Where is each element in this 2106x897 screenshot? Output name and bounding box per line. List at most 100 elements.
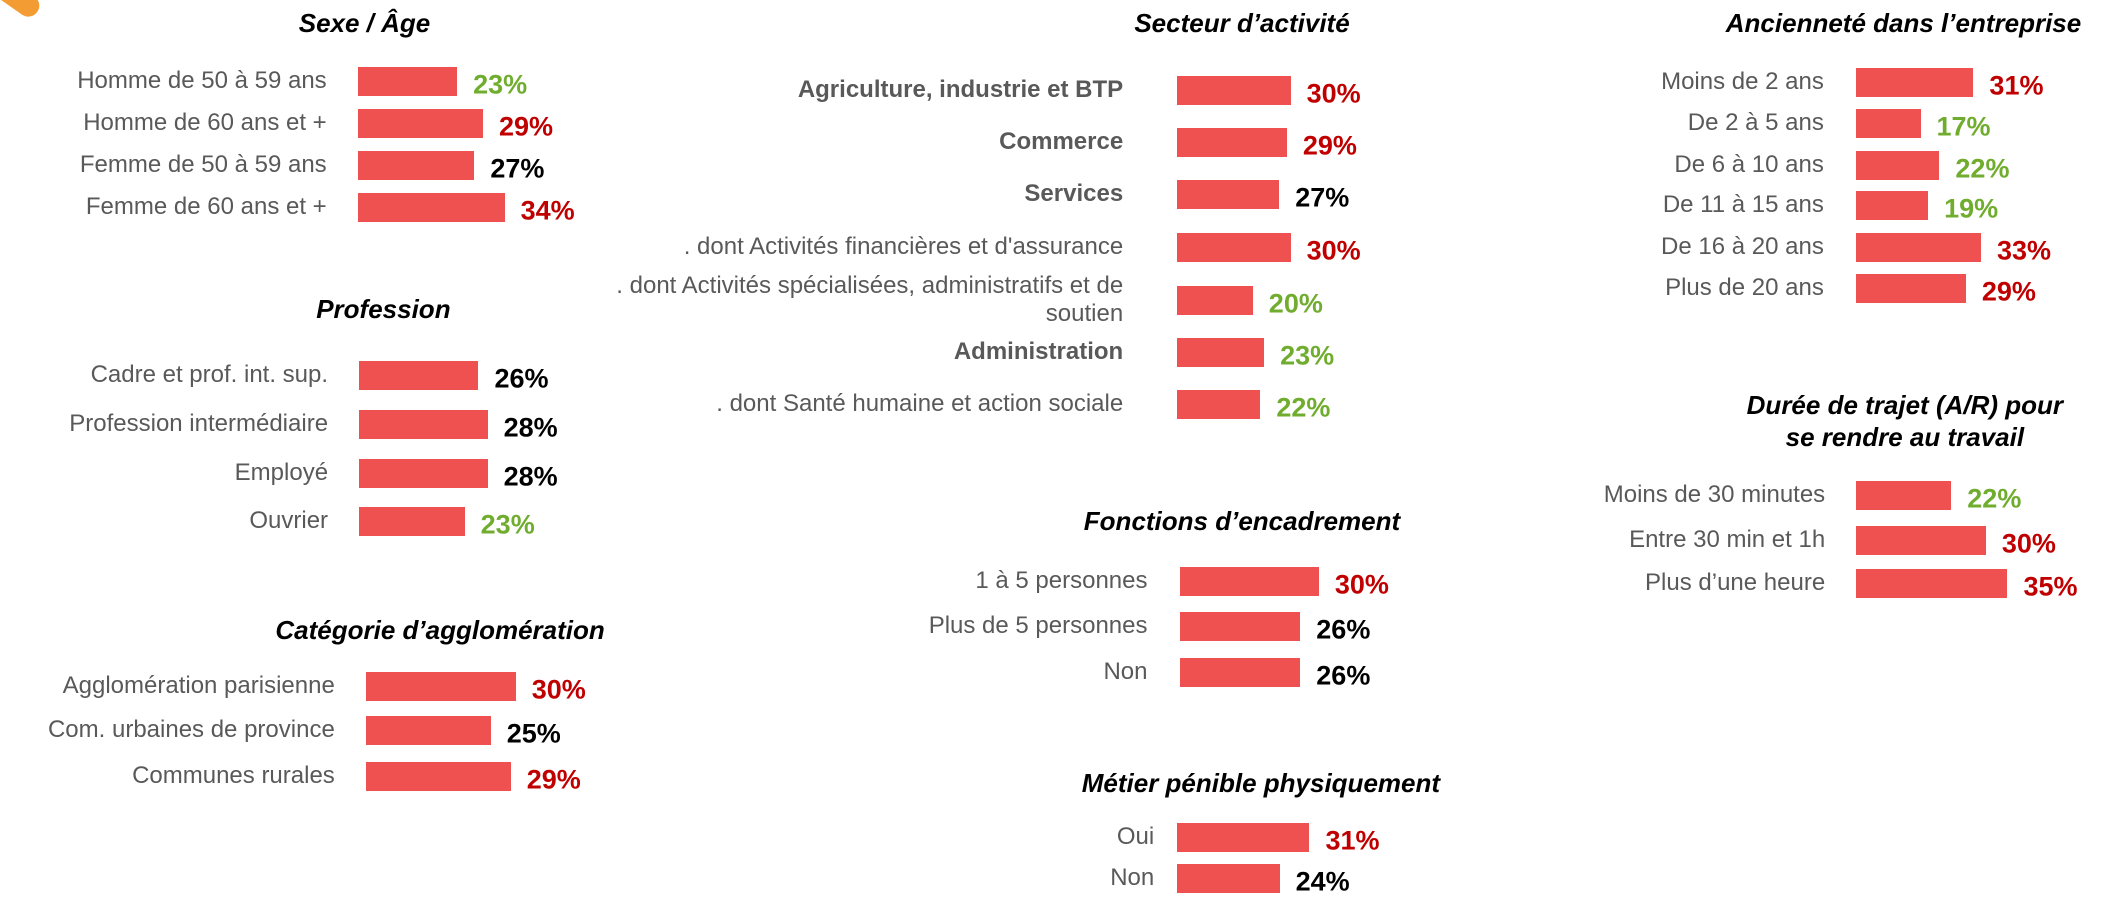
category-label: Profession intermédiaire — [4, 410, 328, 438]
category-label: De 2 à 5 ans — [1500, 109, 1824, 137]
bar — [1180, 658, 1300, 687]
bar — [1177, 233, 1290, 262]
category-label: Non — [824, 658, 1148, 686]
value-label: 26% — [494, 364, 548, 395]
value-label: 27% — [490, 153, 544, 184]
category-label: Plus de 20 ans — [1500, 274, 1824, 302]
category-label: Homme de 50 à 59 ans — [3, 67, 327, 95]
value-label: 29% — [499, 111, 553, 142]
value-label: 31% — [1325, 826, 1379, 857]
category-label: Femme de 60 ans et + — [3, 193, 327, 221]
bar — [359, 410, 488, 439]
bar — [1856, 191, 1928, 220]
category-label: Homme de 60 ans et + — [3, 109, 327, 137]
value-label: 28% — [504, 412, 558, 443]
chart-title: Secteur d’activité — [1032, 7, 1452, 39]
bar — [1856, 109, 1920, 138]
value-label: 25% — [507, 719, 561, 750]
bar — [359, 507, 465, 536]
bar — [366, 716, 491, 745]
value-label: 27% — [1295, 183, 1349, 214]
bar — [1856, 526, 1986, 555]
value-label: 31% — [1989, 71, 2043, 102]
chart-title: Ancienneté dans l’entreprise — [1694, 7, 2106, 39]
category-label: Moins de 2 ans — [1500, 68, 1824, 96]
bar — [1856, 233, 1981, 262]
bar — [366, 672, 516, 701]
value-label: 26% — [1316, 661, 1370, 692]
category-label: Services — [610, 180, 1123, 208]
value-label: 28% — [504, 461, 558, 492]
bar — [1180, 567, 1319, 596]
value-label: 17% — [1937, 111, 1991, 142]
value-label: 22% — [1967, 484, 2021, 515]
category-label: Ouvrier — [4, 507, 328, 535]
chart-title: Catégorie d’agglomération — [230, 614, 650, 646]
value-label: 29% — [527, 765, 581, 796]
category-label: . dont Activités financières et d'assura… — [610, 233, 1123, 261]
category-label: Femme de 50 à 59 ans — [3, 151, 327, 179]
bar — [359, 459, 488, 488]
value-label: 29% — [1303, 130, 1357, 161]
value-label: 22% — [1955, 153, 2009, 184]
value-label: 30% — [1307, 79, 1361, 110]
category-label: Com. urbaines de province — [4, 716, 335, 744]
value-label: 24% — [1296, 866, 1350, 897]
bar — [358, 193, 505, 222]
bar — [1177, 823, 1309, 852]
bar — [358, 151, 475, 180]
value-label: 35% — [2023, 572, 2077, 603]
value-label: 23% — [473, 70, 527, 101]
bar — [366, 762, 511, 791]
value-label: 23% — [481, 510, 535, 541]
chart-title: Sexe / Âge — [155, 7, 575, 39]
chart-title: Durée de trajet (A/R) pour se rendre au … — [1735, 389, 2075, 453]
value-label: 30% — [2002, 529, 2056, 560]
bar — [359, 361, 478, 390]
value-label: 34% — [521, 195, 575, 226]
category-label: Moins de 30 minutes — [1501, 481, 1825, 509]
category-label: Plus de 5 personnes — [824, 612, 1148, 640]
bar — [1856, 481, 1951, 510]
bar — [1177, 864, 1279, 893]
chart-title: Profession — [173, 293, 593, 325]
bar — [1177, 286, 1253, 315]
category-label: De 11 à 15 ans — [1500, 191, 1824, 219]
value-label: 30% — [1307, 236, 1361, 267]
bar — [358, 109, 483, 138]
category-label: Communes rurales — [4, 762, 335, 790]
bar — [1177, 128, 1287, 157]
bar — [1177, 390, 1260, 419]
bar — [1177, 338, 1264, 367]
category-label: Entre 30 min et 1h — [1501, 526, 1825, 554]
value-label: 33% — [1997, 236, 2051, 267]
value-label: 29% — [1982, 276, 2036, 307]
value-label: 30% — [1335, 569, 1389, 600]
category-label: 1 à 5 personnes — [824, 567, 1148, 595]
category-label: Administration — [610, 338, 1123, 366]
category-label: . dont Santé humaine et action sociale — [610, 390, 1123, 418]
bar — [1856, 68, 1973, 97]
chart-title: Fonctions d’encadrement — [1032, 505, 1452, 537]
bar — [1856, 151, 1939, 180]
value-label: 22% — [1276, 392, 1330, 423]
bar — [1856, 569, 2007, 598]
category-label: . dont Activités spécialisées, administr… — [610, 272, 1123, 328]
value-label: 23% — [1280, 341, 1334, 372]
bar — [1180, 612, 1300, 641]
category-label: De 6 à 10 ans — [1500, 151, 1824, 179]
category-label: Agglomération parisienne — [4, 672, 335, 700]
category-label: Oui — [884, 823, 1154, 851]
bar — [1177, 180, 1279, 209]
value-label: 26% — [1316, 615, 1370, 646]
category-label: Non — [884, 864, 1154, 892]
bar — [358, 67, 457, 96]
category-label: Commerce — [610, 128, 1123, 156]
category-label: Employé — [4, 459, 328, 487]
category-label: Agriculture, industrie et BTP — [610, 76, 1123, 104]
category-label: Plus d’une heure — [1501, 569, 1825, 597]
decor-icon — [0, 0, 44, 21]
bar — [1856, 274, 1966, 303]
value-label: 19% — [1944, 194, 1998, 225]
